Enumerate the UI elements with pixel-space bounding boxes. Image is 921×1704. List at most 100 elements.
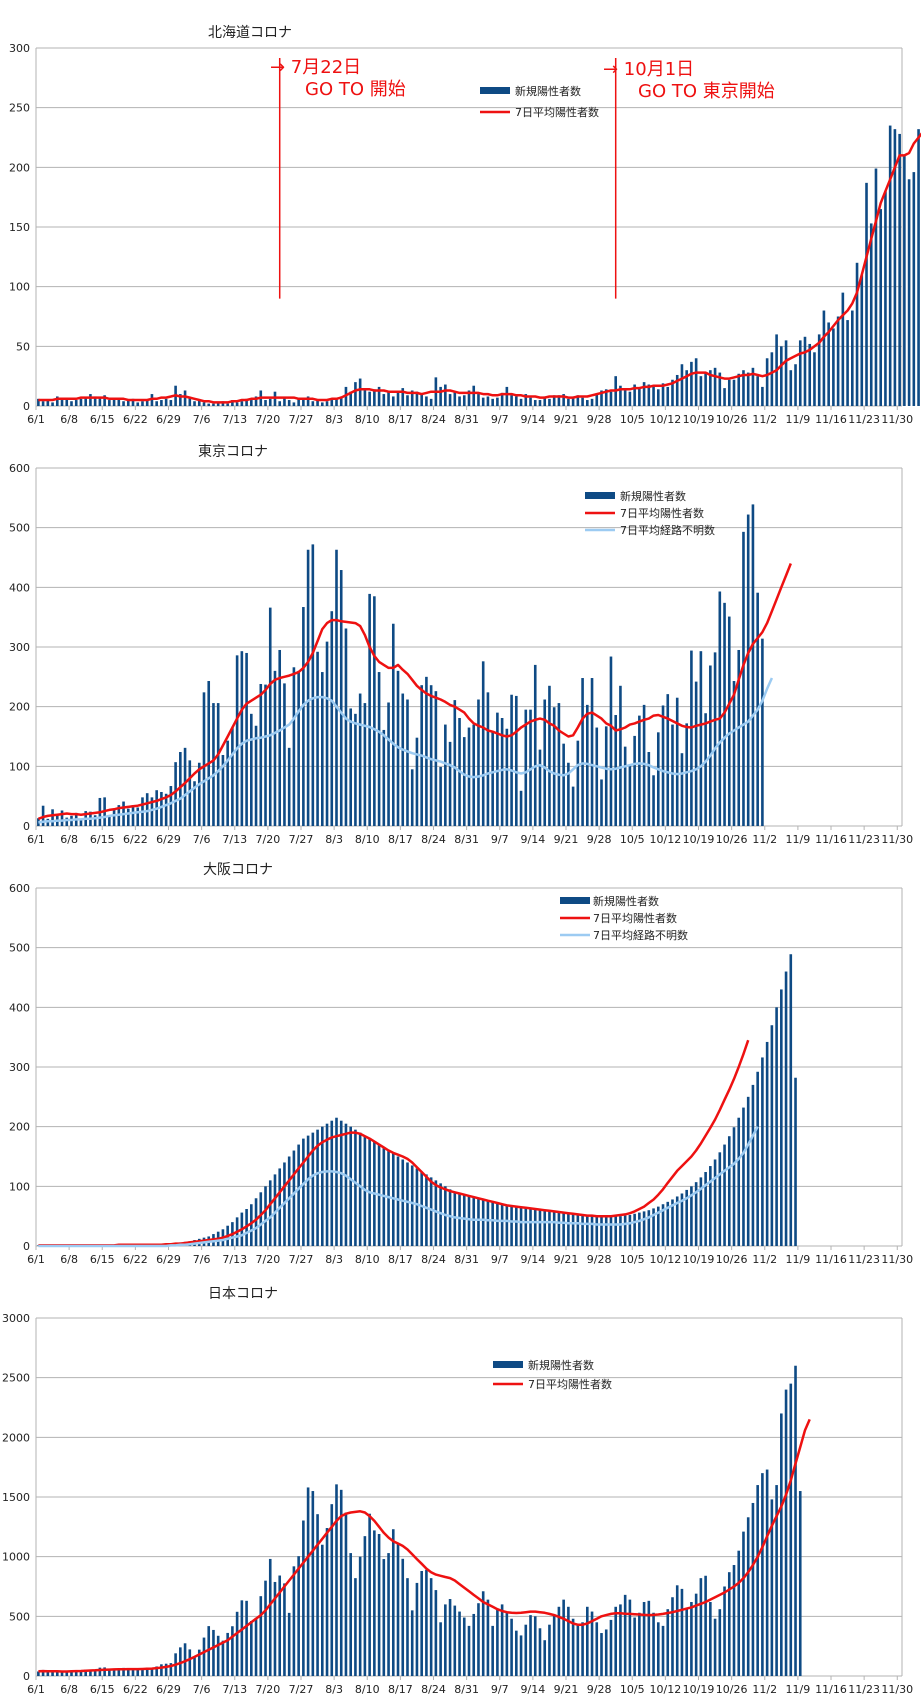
bar — [590, 1611, 594, 1676]
bar — [775, 1007, 778, 1246]
bar — [235, 655, 239, 826]
bar — [586, 1606, 589, 1676]
bar — [316, 400, 319, 406]
bar — [368, 391, 371, 406]
bar — [306, 549, 310, 826]
bar — [548, 398, 551, 406]
x-tick-label: 6/29 — [156, 1253, 181, 1266]
bar — [444, 384, 447, 406]
bar — [808, 343, 812, 406]
bar — [316, 1129, 319, 1246]
bar — [477, 394, 480, 406]
bar — [467, 1625, 471, 1676]
bar — [652, 1208, 655, 1246]
bar — [557, 703, 561, 826]
x-tick-label: 7/27 — [289, 1683, 314, 1696]
bar — [425, 1174, 428, 1246]
bar — [846, 320, 849, 406]
bar — [297, 1144, 300, 1246]
bar — [685, 723, 688, 826]
legend-label: 新規陽性者数 — [620, 489, 686, 503]
bar — [671, 1199, 674, 1246]
bar — [188, 1649, 192, 1676]
bar — [685, 1609, 688, 1676]
bar — [917, 129, 920, 406]
x-tick-label: 7/6 — [193, 833, 211, 846]
x-tick-label: 6/29 — [156, 833, 181, 846]
bar — [647, 1210, 651, 1246]
bar — [264, 684, 267, 826]
bar — [278, 401, 282, 406]
x-tick-label: 6/8 — [60, 833, 78, 846]
bar — [548, 685, 551, 826]
bar — [112, 809, 116, 826]
bar — [292, 1566, 296, 1676]
bar — [37, 398, 40, 406]
x-tick-label: 9/21 — [554, 833, 579, 846]
bar — [727, 1572, 731, 1676]
bar — [832, 328, 835, 406]
bar — [41, 1669, 45, 1676]
bar — [600, 1216, 603, 1246]
x-tick-label: 6/15 — [90, 1253, 115, 1266]
bar — [354, 1578, 357, 1676]
bar — [354, 1129, 357, 1246]
bar — [188, 397, 192, 406]
bar — [704, 713, 707, 826]
unknown-route-line — [38, 1126, 759, 1248]
y-grid — [35, 47, 903, 407]
bar — [680, 1588, 684, 1676]
bar — [481, 661, 485, 826]
bar — [666, 1201, 670, 1246]
bar — [179, 752, 182, 826]
bar — [112, 1669, 116, 1676]
bar — [292, 1150, 296, 1246]
x-tick-label: 6/22 — [123, 833, 148, 846]
bar — [519, 398, 523, 406]
bar — [462, 1194, 466, 1246]
bar — [458, 1193, 461, 1246]
bar — [770, 1499, 774, 1676]
bar — [472, 1197, 476, 1246]
bar — [316, 651, 319, 826]
bar — [197, 762, 201, 826]
bar — [784, 1389, 788, 1676]
bar — [604, 726, 608, 826]
bar — [619, 1604, 622, 1676]
x-tick-label: 11/30 — [881, 413, 913, 426]
bar — [737, 1117, 741, 1246]
bar — [46, 400, 50, 406]
bar — [226, 1632, 229, 1676]
bar — [756, 1071, 759, 1246]
bar — [410, 769, 414, 826]
bar — [694, 1593, 698, 1676]
bar — [614, 715, 618, 826]
bar — [410, 1165, 414, 1246]
x-tick-label: 8/31 — [454, 413, 479, 426]
bar — [552, 1615, 556, 1676]
legend: 新規陽性者数 7日平均陽性者数 — [493, 1358, 612, 1391]
x-tick-label: 9/21 — [554, 1683, 579, 1696]
bar — [453, 700, 457, 826]
bar — [789, 954, 793, 1246]
y-tick-label: 1500 — [2, 1491, 30, 1504]
bar — [746, 514, 750, 826]
bar — [524, 394, 528, 406]
x-tick-label: 6/22 — [123, 1253, 148, 1266]
bar — [609, 656, 613, 826]
bar — [273, 1174, 277, 1246]
bar — [704, 1575, 707, 1676]
bar — [623, 746, 627, 826]
bar — [126, 808, 130, 826]
y-tick-label: 250 — [9, 102, 30, 115]
y-tick-label: 0 — [23, 400, 30, 413]
y-tick-label: 500 — [9, 1610, 30, 1623]
bar — [373, 389, 376, 406]
y-tick-label: 300 — [9, 641, 30, 654]
bar — [543, 396, 547, 406]
bar — [278, 649, 282, 826]
bar — [306, 1135, 310, 1246]
bar — [571, 396, 575, 406]
bar — [448, 1599, 452, 1676]
bar — [732, 379, 736, 406]
